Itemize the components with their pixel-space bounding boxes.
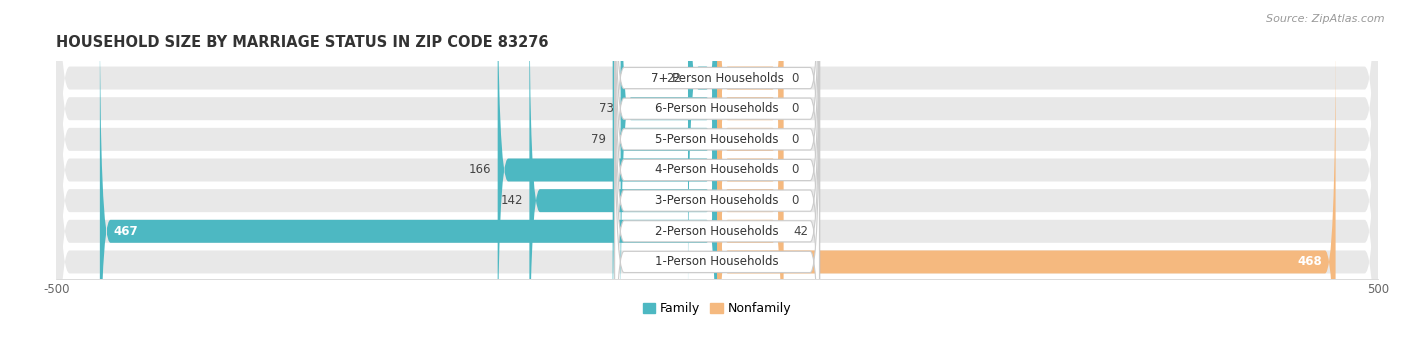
Text: 0: 0 [792,164,799,176]
FancyBboxPatch shape [688,0,717,312]
Text: 0: 0 [792,194,799,207]
FancyBboxPatch shape [620,0,717,340]
FancyBboxPatch shape [717,28,1336,340]
Text: 5-Person Households: 5-Person Households [655,133,779,146]
FancyBboxPatch shape [717,0,783,340]
Text: Source: ZipAtlas.com: Source: ZipAtlas.com [1267,14,1385,23]
Text: 79: 79 [591,133,606,146]
Text: 468: 468 [1298,255,1323,269]
FancyBboxPatch shape [717,0,783,340]
FancyBboxPatch shape [614,0,820,340]
FancyBboxPatch shape [614,0,820,340]
FancyBboxPatch shape [498,0,717,340]
FancyBboxPatch shape [56,0,1378,340]
Text: 142: 142 [501,194,523,207]
Text: 2-Person Households: 2-Person Households [655,225,779,238]
FancyBboxPatch shape [717,0,783,340]
FancyBboxPatch shape [56,0,1378,340]
FancyBboxPatch shape [530,0,717,340]
Text: 22: 22 [666,71,682,85]
FancyBboxPatch shape [100,0,717,340]
FancyBboxPatch shape [614,0,820,282]
FancyBboxPatch shape [56,0,1378,340]
FancyBboxPatch shape [614,0,820,313]
Text: 467: 467 [112,225,138,238]
FancyBboxPatch shape [56,0,1378,340]
Text: 1-Person Households: 1-Person Households [655,255,779,269]
FancyBboxPatch shape [614,0,820,340]
Text: 166: 166 [468,164,491,176]
Text: 42: 42 [794,225,808,238]
Text: 0: 0 [792,71,799,85]
Text: 0: 0 [792,102,799,115]
FancyBboxPatch shape [56,0,1378,340]
Text: HOUSEHOLD SIZE BY MARRIAGE STATUS IN ZIP CODE 83276: HOUSEHOLD SIZE BY MARRIAGE STATUS IN ZIP… [56,35,548,50]
Text: 73: 73 [599,102,614,115]
Text: 7+ Person Households: 7+ Person Households [651,71,783,85]
FancyBboxPatch shape [717,0,783,340]
FancyBboxPatch shape [614,27,820,340]
Legend: Family, Nonfamily: Family, Nonfamily [638,298,796,320]
FancyBboxPatch shape [56,0,1378,340]
FancyBboxPatch shape [56,0,1378,340]
Text: 0: 0 [792,133,799,146]
FancyBboxPatch shape [614,58,820,340]
FancyBboxPatch shape [613,0,717,340]
Text: 6-Person Households: 6-Person Households [655,102,779,115]
Text: 4-Person Households: 4-Person Households [655,164,779,176]
FancyBboxPatch shape [717,0,783,312]
FancyBboxPatch shape [717,0,783,340]
Text: 3-Person Households: 3-Person Households [655,194,779,207]
